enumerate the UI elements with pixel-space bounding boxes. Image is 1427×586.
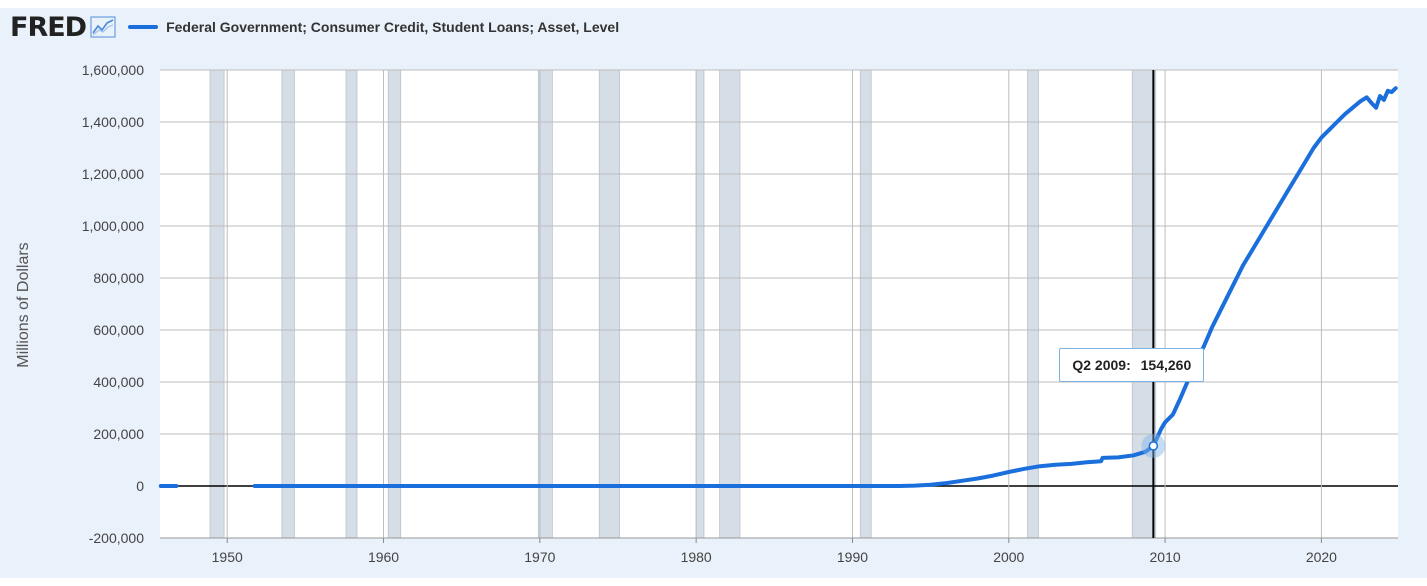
recession-band (537, 69, 553, 539)
tooltip: Q2 2009: 154,260 (1059, 347, 1205, 382)
recession-band (695, 69, 705, 539)
legend-swatch (128, 25, 159, 29)
y-tick-label: 1,000,000 (82, 218, 144, 234)
y-tick-label: -200,000 (89, 530, 144, 546)
x-tick-label: 1960 (368, 549, 399, 565)
legend-series-name: Federal Government; Consumer Credit, Stu… (166, 19, 620, 35)
x-tick-label: 2020 (1306, 549, 1337, 565)
chart-header: FRED Federal Government; Consumer Credit… (10, 12, 619, 42)
highlight-point (1148, 441, 1159, 451)
y-tick-label: 1,600,000 (82, 62, 144, 78)
x-tick-label: 1950 (212, 549, 243, 565)
recession-band (719, 69, 741, 539)
tooltip-value: 154,260 (1140, 356, 1192, 373)
y-tick-label: 400,000 (93, 374, 144, 390)
y-tick-label: 0 (136, 478, 144, 494)
x-tick-label: 1970 (524, 549, 555, 565)
recession-band (281, 69, 295, 539)
series-line (252, 86, 1398, 488)
recession-band (1131, 69, 1157, 539)
y-tick-label: 200,000 (93, 426, 144, 442)
y-tick-label: 800,000 (93, 270, 144, 286)
recession-band (859, 69, 872, 539)
y-tick-label: 600,000 (93, 322, 144, 338)
y-tick-label: 1,200,000 (82, 166, 144, 182)
x-tick-label: 2010 (1150, 549, 1181, 565)
tooltip-period: Q2 2009: (1072, 356, 1131, 373)
recession-band (598, 69, 620, 539)
recession-band (345, 69, 358, 539)
x-tick-label: 1980 (681, 549, 712, 565)
x-tick-label: 1990 (837, 549, 868, 565)
recession-band (387, 69, 402, 539)
plot-area (160, 70, 1398, 538)
line-chart-icon (90, 16, 116, 38)
x-tick-label: 2000 (993, 549, 1024, 565)
y-tick-label: 1,400,000 (82, 114, 144, 130)
recession-band (209, 69, 225, 539)
fred-logo[interactable]: FRED (10, 11, 87, 43)
